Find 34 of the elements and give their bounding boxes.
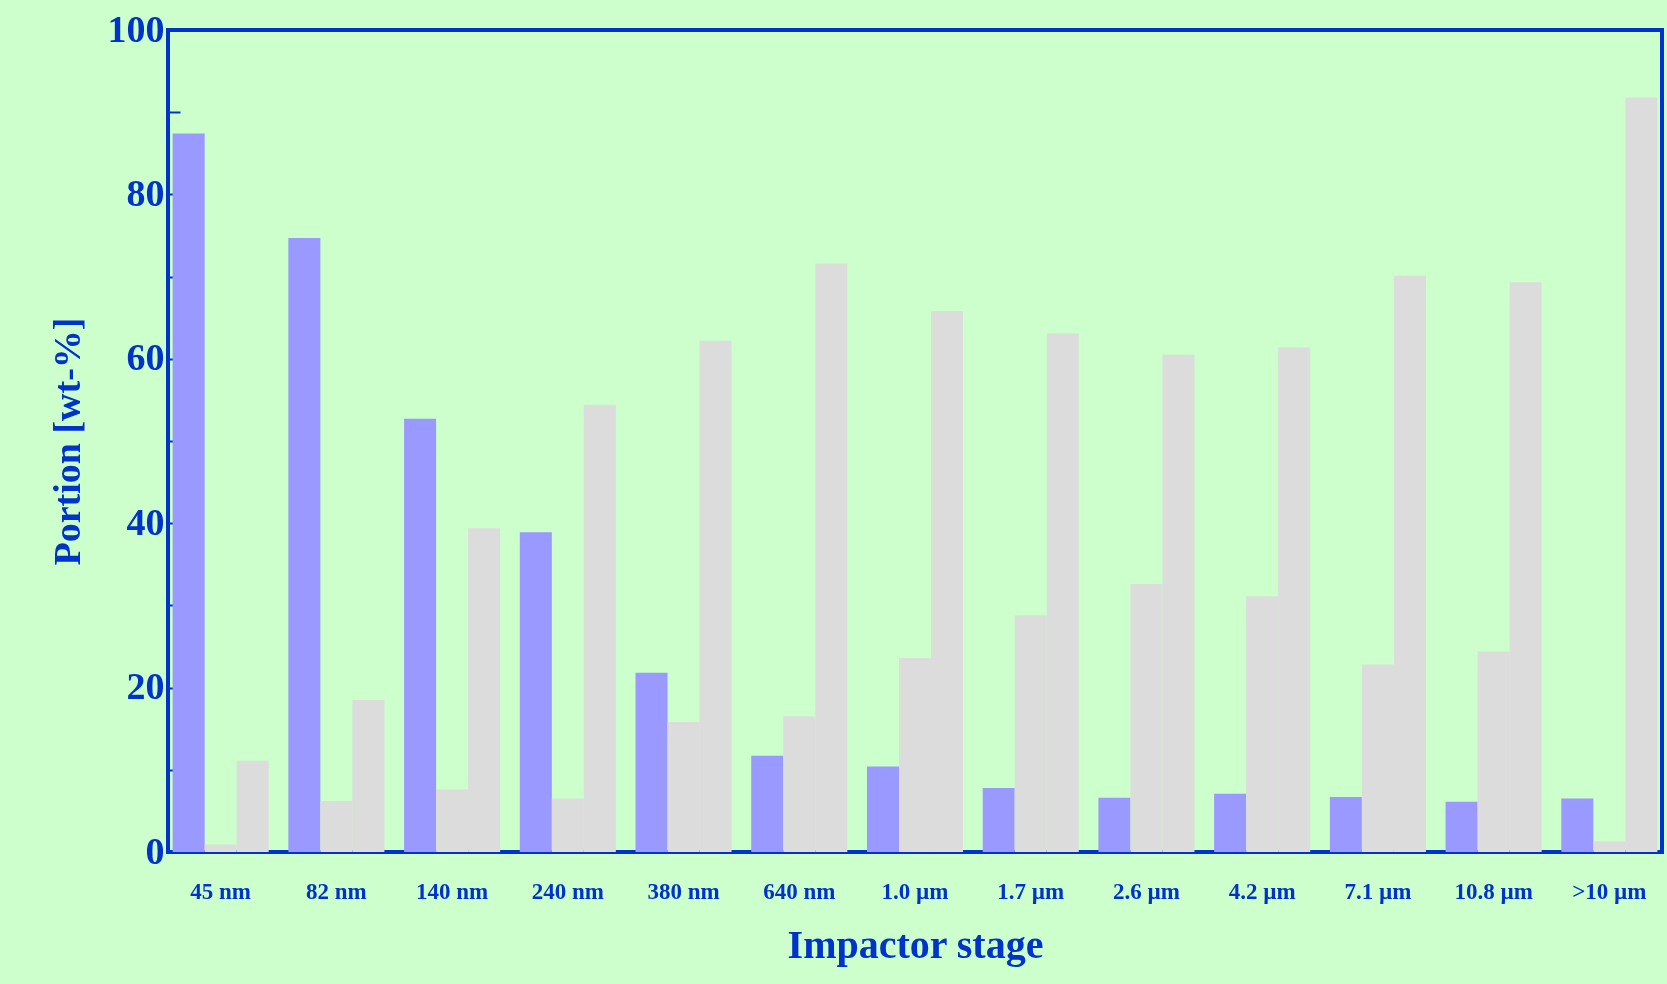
bar: [751, 755, 784, 852]
bar: [172, 133, 205, 852]
bar: [1561, 798, 1594, 852]
bar: [404, 418, 437, 852]
x-tick-label: 4.2 µm: [1228, 878, 1296, 904]
bar: [1329, 796, 1362, 852]
x-tick-label: 7.1 µm: [1344, 878, 1412, 904]
bar: [1214, 793, 1247, 852]
x-tick-label: >10 µm: [1572, 878, 1647, 904]
x-tick-label: 1.7 µm: [997, 878, 1065, 904]
x-tick-label: 380 nm: [647, 878, 720, 904]
y-tick-label: 100: [107, 7, 165, 50]
x-axis-title: Impactor stage: [787, 921, 1044, 967]
x-tick-label: 10.8 µm: [1454, 878, 1533, 904]
y-tick-label: 0: [145, 829, 165, 872]
bar: [519, 532, 552, 852]
y-tick-label: 80: [126, 171, 165, 214]
bar: [1445, 801, 1478, 852]
y-tick-label: 60: [126, 336, 165, 379]
x-tick-label: 240 nm: [531, 878, 604, 904]
y-axis-title: Portion [wt-%]: [45, 317, 88, 566]
x-tick-label: 2.6 µm: [1112, 878, 1180, 904]
bar: [1098, 797, 1131, 852]
x-tick-label: 640 nm: [763, 878, 836, 904]
x-tick-label: 45 nm: [190, 878, 252, 904]
bar: [982, 787, 1015, 852]
bar: [635, 672, 668, 852]
y-tick-label: 20: [126, 665, 165, 708]
bar: [288, 237, 321, 852]
bar: [866, 766, 899, 852]
x-tick-label: 82 nm: [306, 878, 367, 904]
y-tick-label: 40: [126, 500, 165, 543]
x-tick-label: 1.0 µm: [881, 878, 949, 904]
x-tick-label: 140 nm: [416, 878, 489, 904]
